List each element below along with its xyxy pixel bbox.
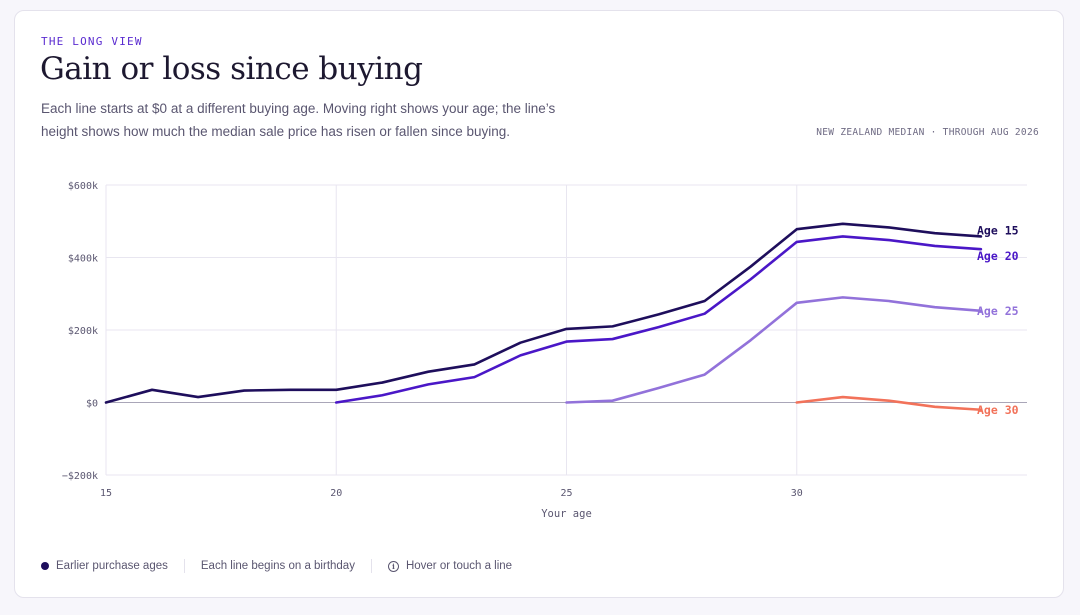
hover-hint: i Hover or touch a line (387, 560, 513, 572)
series-end-label[interactable]: Age 30 (977, 403, 1019, 417)
x-tick-label: 25 (560, 488, 572, 499)
x-tick-label: 15 (100, 488, 112, 499)
chart-title: Gain or loss since buying (40, 51, 423, 87)
legend-dot (41, 562, 49, 570)
series-end-label[interactable]: Age 25 (977, 304, 1019, 318)
x-tick-label: 20 (330, 488, 342, 499)
y-tick-label: $200k (68, 326, 98, 337)
y-tick-label: $400k (68, 254, 98, 265)
eyebrow-label: THE LONG VIEW (41, 35, 143, 48)
y-tick-label: $600k (68, 181, 98, 192)
chart-subtitle: Each line starts at $0 at a different bu… (41, 101, 556, 139)
birthday-note: Each line begins on a birthday (200, 560, 355, 572)
series-line-age-30[interactable] (795, 395, 983, 412)
hover-hint-label: Hover or touch a line (405, 560, 513, 572)
divider (183, 559, 185, 573)
info-icon: i (387, 560, 399, 572)
y-tick-label: −$200k (62, 471, 98, 482)
chart-footer: Earlier purchase ages Each line begins o… (41, 559, 512, 573)
y-tick-label: $0 (86, 399, 98, 410)
series-line-age-20[interactable] (334, 235, 983, 404)
source-note: NEW ZEALAND MEDIAN · THROUGH AUG 2026 (816, 127, 1039, 138)
chart-card: THE LONG VIEW Gain or loss since buying … (14, 10, 1064, 598)
series-line-age-25[interactable] (565, 296, 983, 404)
legend-earlier-ages: Earlier purchase ages (41, 560, 168, 572)
x-axis-label: Your age (541, 508, 592, 520)
series-end-label[interactable]: Age 20 (977, 249, 1019, 263)
series-end-label[interactable]: Age 15 (977, 223, 1019, 237)
divider (370, 559, 372, 573)
legend-label: Earlier purchase ages (56, 560, 168, 572)
series-line-age-15[interactable] (104, 222, 983, 404)
x-tick-label: 30 (791, 488, 803, 499)
